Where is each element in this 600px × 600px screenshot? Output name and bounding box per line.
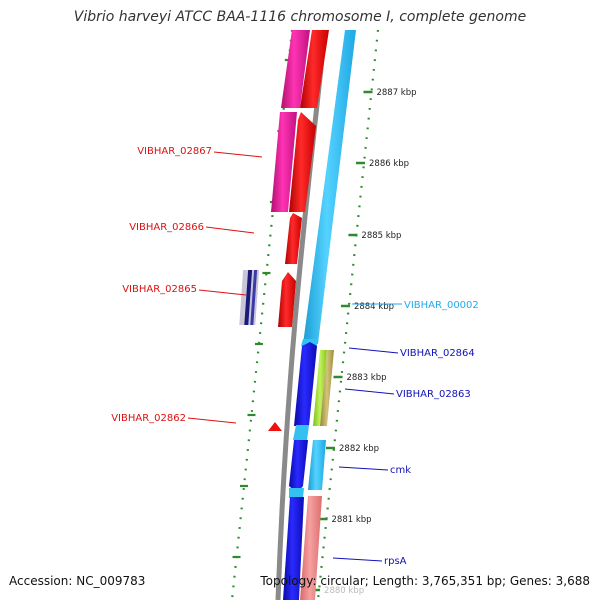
scale-tick-label: 2887 kbp bbox=[376, 88, 416, 98]
feature-blue-lower bbox=[289, 440, 308, 493]
feature-navy-02865b bbox=[250, 270, 258, 325]
gene-label-rpsa[interactable]: rpsA bbox=[384, 556, 407, 567]
feature-cyan-00002 bbox=[303, 30, 356, 344]
leader-rpsA bbox=[332, 557, 383, 562]
scale-tick-label: 2884 kbp bbox=[354, 302, 394, 312]
scale-tick-label: 2880 kbp bbox=[324, 586, 364, 596]
leader-02864 bbox=[348, 347, 399, 354]
scale-tick-label: 2883 kbp bbox=[346, 373, 386, 383]
reverse-strand-features bbox=[283, 30, 356, 600]
genome-stats-text: Topology: circular; Length: 3,765,351 bp… bbox=[260, 574, 590, 588]
leader-02865 bbox=[198, 289, 247, 296]
feature-red-02865 bbox=[278, 272, 296, 327]
feature-cyan-mid bbox=[293, 425, 309, 440]
leader-02863 bbox=[344, 388, 395, 395]
feature-cyan-cmk bbox=[308, 440, 326, 490]
feature-red-02867 bbox=[289, 112, 316, 212]
feature-pink-lower bbox=[271, 112, 297, 212]
scale-tick-label: 2882 kbp bbox=[339, 444, 379, 454]
leader-02866 bbox=[205, 226, 255, 234]
scale-tick-label: 2886 kbp bbox=[369, 159, 409, 169]
scale-tick-label: 2885 kbp bbox=[361, 231, 401, 241]
feature-red-top bbox=[300, 30, 329, 108]
scale-tick-label: 2881 kbp bbox=[332, 515, 372, 525]
gene-label-vibhar-02862[interactable]: VIBHAR_02862 bbox=[111, 413, 186, 424]
gene-label-vibhar-02864[interactable]: VIBHAR_02864 bbox=[400, 348, 475, 359]
feature-salmon-rpsA bbox=[300, 496, 322, 600]
feature-pink-top bbox=[281, 30, 310, 108]
outer-scale-ring: 2887 kbp 2886 kbp 2885 kbp 2884 kbp 2883 kbp… bbox=[230, 29, 417, 600]
gene-label-vibhar-02866[interactable]: VIBHAR_02866 bbox=[129, 222, 204, 233]
gene-label-cmk[interactable]: cmk bbox=[390, 465, 411, 476]
map-title: Vibrio harveyi ATCC BAA-1116 chromosome … bbox=[73, 9, 527, 25]
feature-cyan-join2 bbox=[289, 488, 304, 498]
gene-label-vibhar-00002[interactable]: VIBHAR_00002 bbox=[404, 300, 479, 311]
gene-labels: VIBHAR_02867 VIBHAR_02866 VIBHAR_02865 V… bbox=[111, 146, 479, 567]
forward-strand-features bbox=[239, 30, 329, 431]
gene-label-lines bbox=[187, 151, 402, 562]
feature-navy-02865 bbox=[244, 270, 253, 325]
gene-label-vibhar-02867[interactable]: VIBHAR_02867 bbox=[137, 146, 212, 157]
feature-blue-02864 bbox=[294, 342, 317, 426]
gene-label-vibhar-02865[interactable]: VIBHAR_02865 bbox=[122, 284, 197, 295]
leader-02862 bbox=[187, 417, 237, 424]
feature-lime-02863 bbox=[313, 350, 327, 426]
feature-red-02866 bbox=[285, 213, 302, 264]
leader-cmk bbox=[338, 466, 389, 471]
feature-blue-bottom bbox=[283, 497, 304, 600]
leader-02867 bbox=[213, 151, 263, 158]
gene-label-vibhar-02863[interactable]: VIBHAR_02863 bbox=[396, 389, 471, 400]
accession-text: Accession: NC_009783 bbox=[9, 574, 146, 588]
feature-red-02862 bbox=[268, 422, 282, 431]
feature-olive-02863 bbox=[320, 350, 334, 426]
scale-ticks: 2887 kbp 2886 kbp 2885 kbp 2884 kbp 2883 kbp… bbox=[232, 58, 417, 596]
